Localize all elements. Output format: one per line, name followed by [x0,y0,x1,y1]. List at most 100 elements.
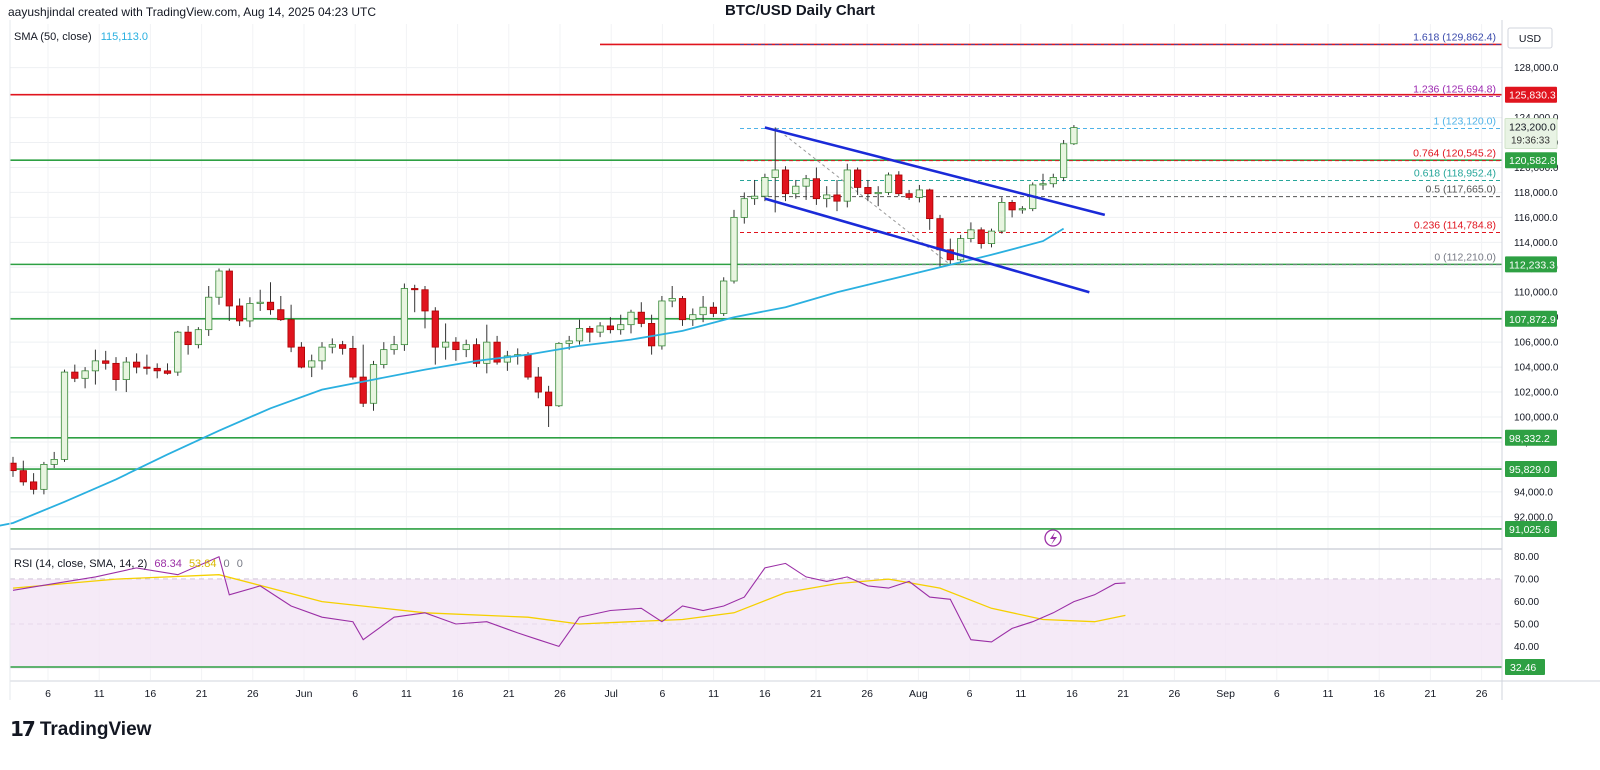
time-tick-label: 11 [1015,688,1026,700]
candle-body [194,329,202,346]
rsi-last-badge-box [1505,659,1545,675]
candle-body [781,169,790,195]
rsi-tick-label: 70.00 [1514,575,1539,586]
candle-body [524,354,532,378]
candle-body [9,462,17,472]
candle-body [1060,143,1068,178]
candle-body [926,189,934,220]
price-tick-label: 128,000.0 [1514,63,1559,74]
candle-body [812,178,821,200]
candle-body [91,360,99,372]
candle-body [328,344,336,348]
candle-body [915,189,924,198]
candle-body [380,349,388,365]
candle-body [452,341,460,351]
candle-body [617,324,625,331]
support-badge-box [1505,152,1557,169]
support-badge: 120,582.8 [1509,155,1556,167]
support-badge: 107,872.9 [1509,314,1556,326]
flash-icon[interactable] [1044,529,1062,547]
candle-body [431,310,439,348]
time-tick-label: 16 [759,688,771,700]
candle-body [586,328,594,333]
candle-body [369,364,378,404]
rsi-legend[interactable]: RSI (14, close, SMA, 14, 2) 68.34 53.84 … [14,558,243,570]
grid-lines [10,24,1502,680]
price-tick-label: 106,000.0 [1514,338,1559,349]
sma-legend[interactable]: SMA (50, close) 115,113.0 [14,31,148,43]
time-tick-label: 21 [1425,688,1437,700]
time-tick-label: Aug [909,688,928,700]
candle-body [503,355,512,363]
candle-body [277,309,285,321]
candle-body [462,344,470,351]
fib-level-label: 1.236 (125,694.8) [1413,83,1496,95]
rsi-band [10,579,1502,669]
candle-body [771,169,779,178]
support-badge-box [1505,429,1557,446]
fib-trend-line [774,127,951,266]
rsi-legend-extra-2: 0 [236,558,243,570]
fib-level-label: 0.618 (118,952.4) [1414,168,1496,180]
candle-body [534,376,542,393]
time-tick-label: 26 [554,688,566,700]
time-tick-label: 6 [352,688,358,700]
candle-body [318,346,326,362]
candle-body [205,296,213,331]
candle-body [843,169,851,202]
candle-body [967,229,975,239]
candle-body [215,270,223,298]
current-price-box [1504,118,1558,150]
candle-body [163,370,172,374]
candle-body [792,185,800,195]
candle-body [235,305,244,322]
time-tick-label: 26 [861,688,873,700]
candle-body [740,198,748,218]
candle-body [349,347,357,378]
candle-body [153,367,161,372]
candle-body [1049,177,1057,185]
candle-body [390,344,398,351]
candle-body [421,289,429,312]
rsi-tick-label: 60.00 [1514,597,1539,608]
time-tick-label: 6 [1274,688,1280,700]
rsi-tick-label: 40.00 [1514,642,1539,653]
resistance-badge-box [1505,86,1557,103]
candle-body [483,341,491,364]
candle-body [184,331,192,346]
candle-body [709,306,718,314]
price-tick-label: 120,000.0 [1514,163,1559,174]
candle-body [648,323,656,347]
candle-body [555,342,563,407]
horizontal-levels [10,43,1502,668]
price-tick-label: 116,000.0 [1514,213,1558,224]
candle-body [987,230,996,244]
rsi-sma-legend-value: 53.84 [188,558,217,570]
time-tick-label: 21 [196,688,208,700]
candle-body [81,370,89,379]
attribution-text: aayushjindal created with TradingView.co… [8,5,377,19]
countdown-label: 19:36:33 [1511,136,1550,147]
sma-line [0,227,1065,527]
support-badge-box [1505,520,1557,537]
candle-body [575,328,584,342]
currency-badge-box [1507,27,1553,49]
channel-upper-line [764,126,1106,217]
candle-body [905,193,913,198]
candle-body [19,470,27,483]
candle-body [359,376,367,404]
time-tick-label: Jun [296,688,313,700]
candle-body [895,174,903,195]
candle-body [308,360,316,368]
time-tick-label: 11 [708,688,719,700]
tradingview-logo[interactable]: 𝟭𝟳 TradingView [10,717,151,742]
candle-body [720,280,728,314]
price-tick-label: 92,000.0 [1514,512,1553,523]
candle-body [957,238,965,261]
candle-body [668,298,676,302]
price-tick-label: 100,000.0 [1514,413,1559,424]
rsi-legend-extra-1: 0 [223,558,230,570]
time-tick-label: 21 [810,688,822,700]
candle-body [730,216,738,282]
